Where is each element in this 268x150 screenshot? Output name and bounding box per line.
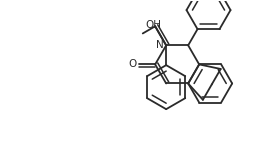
Text: O: O — [128, 59, 136, 69]
Text: N: N — [156, 40, 164, 50]
Text: OH: OH — [145, 21, 161, 30]
